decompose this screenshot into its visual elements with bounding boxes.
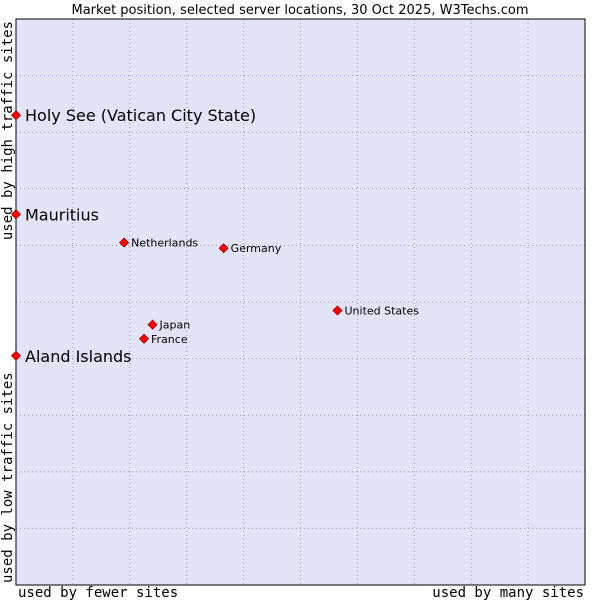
grid-lines [16,19,585,585]
point-marker-germany [218,243,229,254]
chart-title: Market position, selected server locatio… [71,3,528,18]
y-axis-label-top: used by high traffic sites [0,21,16,240]
point-marker-netherlands [119,237,130,248]
point-marker-france [138,333,150,344]
point-marker-aland-islands [10,350,22,361]
point-marker-japan [147,319,158,330]
point-marker-holy-see-vatican-city-state [10,110,22,121]
point-label-united-states: United States [344,304,419,317]
point-label-germany: Germany [231,242,282,255]
y-axis-label-bottom: used by low traffic sites [0,372,16,583]
point-label-aland-islands: Aland Islands [25,347,132,366]
point-label-mauritius: Mauritius [25,205,99,224]
point-label-holy-see-vatican-city-state: Holy See (Vatican City State) [25,106,256,125]
point-marker-united-states [332,305,343,316]
data-points: Holy See (Vatican City State) Mauritius Al… [10,106,419,366]
point-label-netherlands: Netherlands [131,237,198,250]
x-axis-label-left: used by fewer sites [18,585,178,600]
plot-border [15,18,586,586]
x-axis-label-right: used by many sites [432,585,584,600]
point-label-france: France [151,333,188,346]
point-label-japan: Japan [159,319,191,332]
point-marker-mauritius [10,209,22,220]
